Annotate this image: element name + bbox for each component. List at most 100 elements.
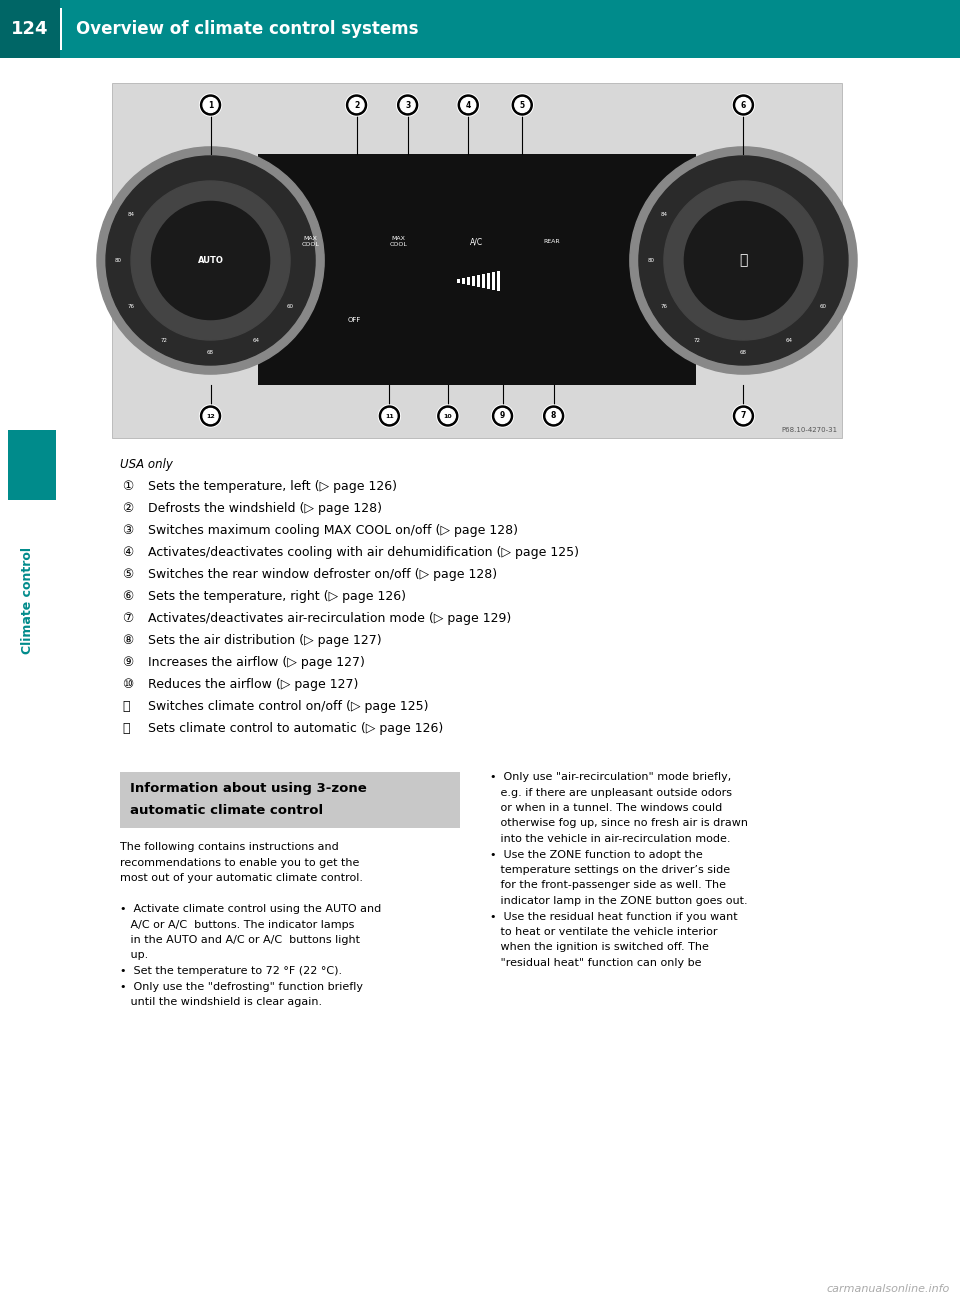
Bar <box>482 273 485 288</box>
Text: 68: 68 <box>207 350 214 355</box>
Circle shape <box>733 95 754 115</box>
Text: ⑨: ⑨ <box>122 656 133 669</box>
Circle shape <box>542 405 564 427</box>
Circle shape <box>543 406 564 426</box>
Circle shape <box>382 409 396 423</box>
Bar <box>60 8 61 49</box>
Text: Activates/deactivates air-recirculation mode (▷ page 129): Activates/deactivates air-recirculation … <box>148 612 512 625</box>
Text: Climate control: Climate control <box>21 547 35 654</box>
Text: 🚗: 🚗 <box>739 254 748 267</box>
Text: up.: up. <box>120 950 148 961</box>
Circle shape <box>201 406 221 426</box>
Text: for the front-passenger side as well. The: for the front-passenger side as well. Th… <box>490 880 726 891</box>
Text: 72: 72 <box>161 337 168 342</box>
Text: when the ignition is switched off. The: when the ignition is switched off. The <box>490 943 708 953</box>
Circle shape <box>733 406 754 426</box>
Text: 7: 7 <box>741 411 746 421</box>
Circle shape <box>200 94 222 116</box>
Circle shape <box>458 95 478 115</box>
Circle shape <box>513 95 532 115</box>
Text: Increases the airflow (▷ page 127): Increases the airflow (▷ page 127) <box>148 656 365 669</box>
Circle shape <box>457 94 479 116</box>
Text: 60: 60 <box>820 303 827 309</box>
Text: "residual heat" function can only be: "residual heat" function can only be <box>490 958 702 967</box>
Bar <box>8 430 56 500</box>
Text: •  Use the ZONE function to adopt the: • Use the ZONE function to adopt the <box>490 849 703 859</box>
Circle shape <box>349 98 364 112</box>
Text: Defrosts the windshield (▷ page 128): Defrosts the windshield (▷ page 128) <box>148 503 382 516</box>
Text: Switches the rear window defroster on/off (▷ page 128): Switches the rear window defroster on/of… <box>148 568 497 581</box>
Circle shape <box>495 409 510 423</box>
Bar <box>462 277 465 284</box>
Text: 8: 8 <box>551 411 557 421</box>
Text: most out of your automatic climate control.: most out of your automatic climate contr… <box>120 874 363 883</box>
Text: MAX
COOL: MAX COOL <box>301 236 320 247</box>
Text: or when in a tunnel. The windows could: or when in a tunnel. The windows could <box>490 803 722 812</box>
Text: 84: 84 <box>660 212 667 217</box>
Text: temperature settings on the driver’s side: temperature settings on the driver’s sid… <box>490 865 731 875</box>
Circle shape <box>204 98 218 112</box>
Circle shape <box>461 98 476 112</box>
Circle shape <box>546 409 562 423</box>
Text: 4: 4 <box>466 100 470 109</box>
Circle shape <box>106 156 315 365</box>
Circle shape <box>736 409 751 423</box>
Text: ⑤: ⑤ <box>122 568 133 581</box>
Text: Sets the air distribution (▷ page 127): Sets the air distribution (▷ page 127) <box>148 634 382 647</box>
Text: ②: ② <box>122 503 133 516</box>
Circle shape <box>346 94 368 116</box>
Circle shape <box>438 406 458 426</box>
Text: MAX
COOL: MAX COOL <box>389 236 407 247</box>
Bar <box>477 275 480 286</box>
Text: ⑫: ⑫ <box>122 723 130 736</box>
Bar <box>0 0 60 59</box>
Bar <box>497 271 500 290</box>
Circle shape <box>639 156 848 365</box>
Text: Information about using 3-zone: Information about using 3-zone <box>130 783 367 796</box>
Circle shape <box>492 406 513 426</box>
Text: Switches maximum cooling MAX COOL on/off (▷ page 128): Switches maximum cooling MAX COOL on/off… <box>148 523 518 536</box>
Circle shape <box>200 405 222 427</box>
Bar <box>120 772 460 828</box>
Circle shape <box>379 406 399 426</box>
Circle shape <box>204 409 218 423</box>
Text: into the vehicle in air-recirculation mode.: into the vehicle in air-recirculation mo… <box>490 835 731 844</box>
Text: carmanualsonline.info: carmanualsonline.info <box>827 1284 950 1294</box>
Bar <box>467 277 470 285</box>
Circle shape <box>492 405 514 427</box>
Text: 10: 10 <box>444 414 452 418</box>
Circle shape <box>396 94 419 116</box>
Text: •  Only use the "defrosting" function briefly: • Only use the "defrosting" function bri… <box>120 982 363 992</box>
Circle shape <box>512 94 533 116</box>
Circle shape <box>732 405 755 427</box>
Circle shape <box>97 147 324 374</box>
Circle shape <box>736 98 751 112</box>
Text: indicator lamp in the ZONE button goes out.: indicator lamp in the ZONE button goes o… <box>490 896 748 906</box>
Text: •  Only use "air-recirculation" mode briefly,: • Only use "air-recirculation" mode brie… <box>490 772 732 783</box>
Text: 2: 2 <box>354 100 359 109</box>
Circle shape <box>684 202 803 319</box>
Text: 72: 72 <box>694 337 701 342</box>
Text: 11: 11 <box>385 414 394 418</box>
Text: to heat or ventilate the vehicle interior: to heat or ventilate the vehicle interio… <box>490 927 717 937</box>
Bar <box>457 279 460 283</box>
Text: Activates/deactivates cooling with air dehumidification (▷ page 125): Activates/deactivates cooling with air d… <box>148 546 579 559</box>
Bar <box>472 276 475 286</box>
Circle shape <box>515 98 530 112</box>
Bar <box>0 0 960 59</box>
Bar <box>492 272 495 290</box>
Text: •  Activate climate control using the AUTO and: • Activate climate control using the AUT… <box>120 904 381 914</box>
Text: 3: 3 <box>405 100 410 109</box>
Text: Overview of climate control systems: Overview of climate control systems <box>76 20 419 38</box>
Text: AUTO: AUTO <box>198 256 224 266</box>
Circle shape <box>201 95 221 115</box>
Circle shape <box>347 95 367 115</box>
Circle shape <box>152 202 270 319</box>
Text: OFF: OFF <box>348 318 361 323</box>
Text: otherwise fog up, since no fresh air is drawn: otherwise fog up, since no fresh air is … <box>490 819 748 828</box>
Text: ⑪: ⑪ <box>122 700 130 713</box>
Text: 80: 80 <box>115 258 122 263</box>
Text: REAR: REAR <box>543 240 560 245</box>
Text: 124: 124 <box>12 20 49 38</box>
Text: ①: ① <box>122 480 133 493</box>
